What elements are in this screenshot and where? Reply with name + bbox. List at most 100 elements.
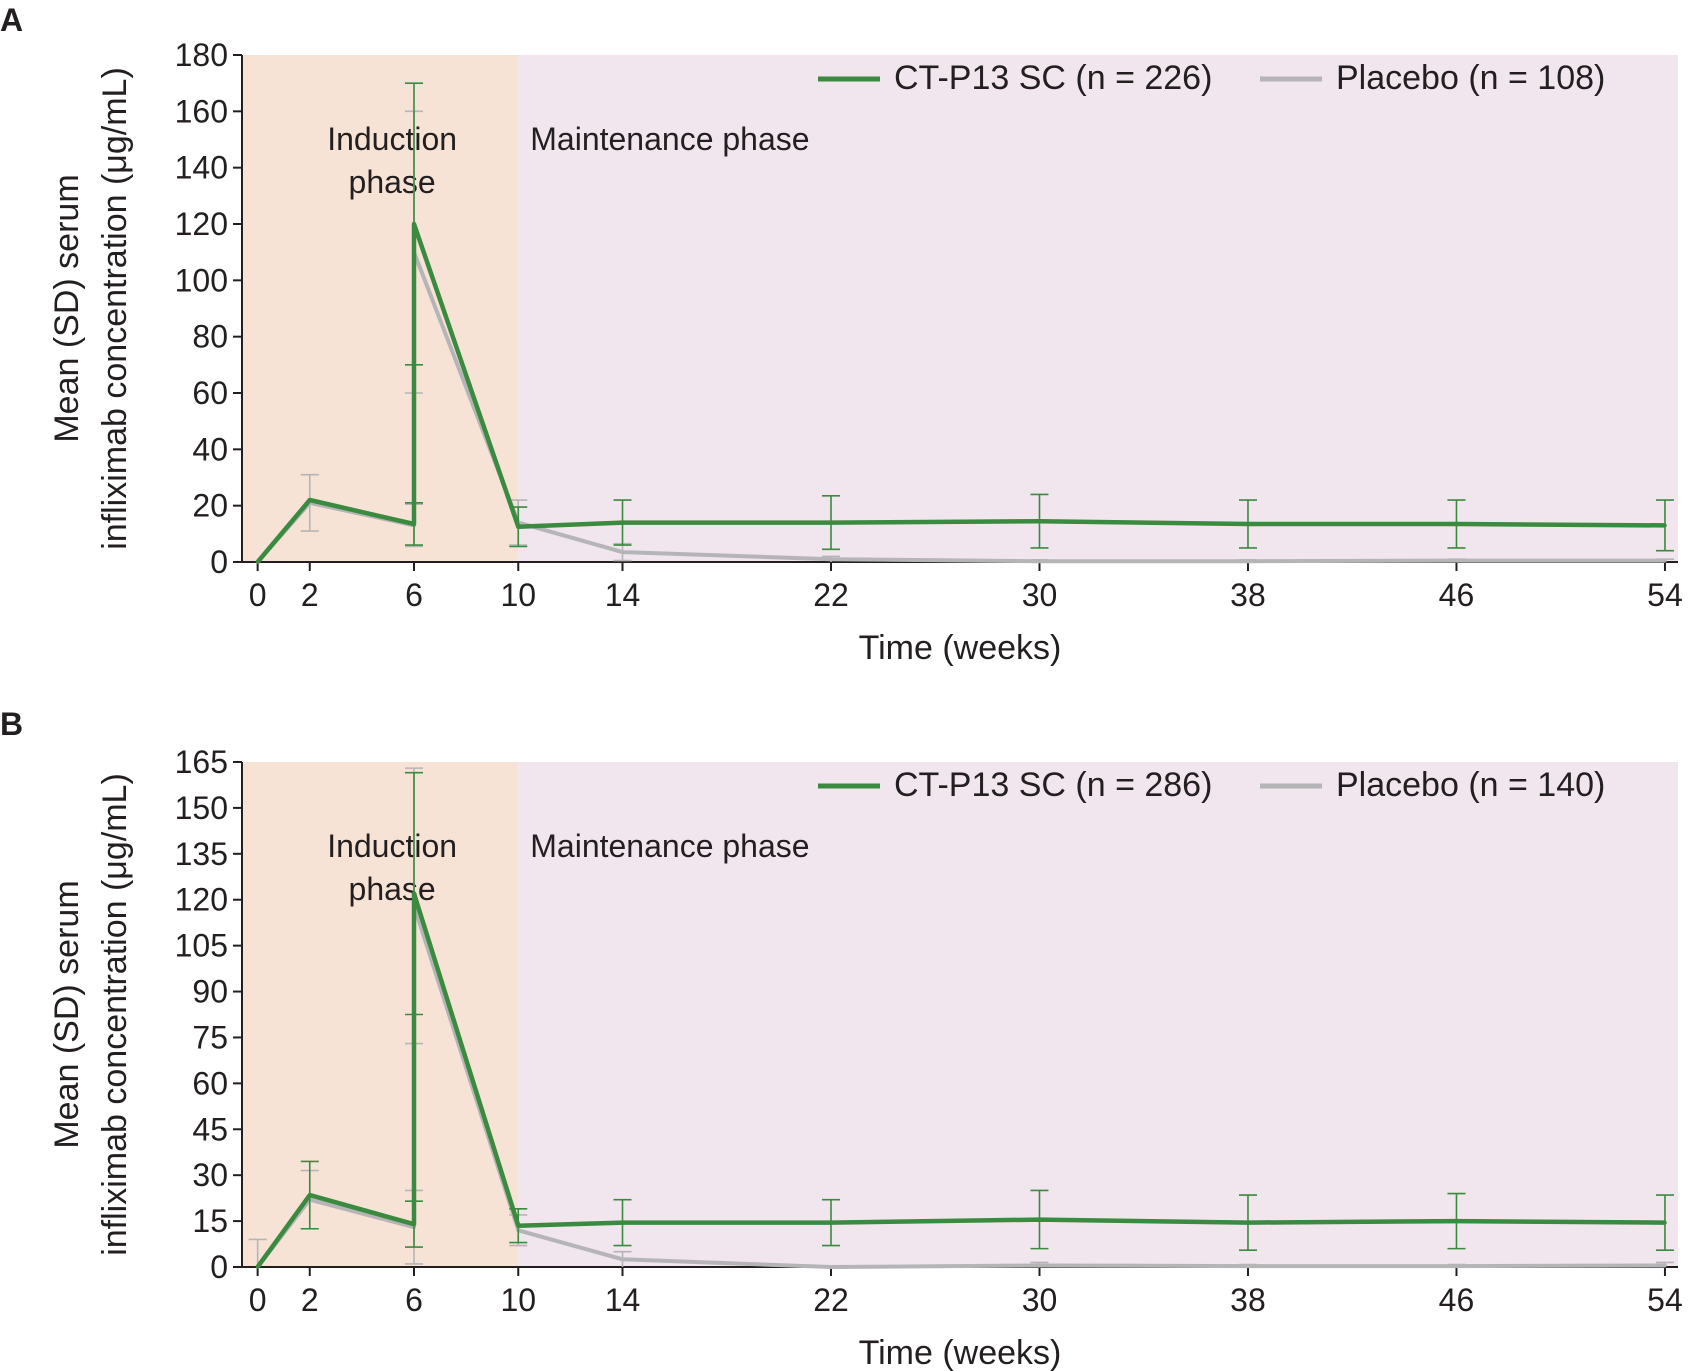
data-point-ctp13 [1454,522,1459,526]
data-point-placebo [1246,559,1250,563]
data-point-ctp13 [255,560,260,564]
x-tick-label: 0 [249,577,267,613]
y-tick-label: 60 [192,1065,228,1101]
phase-background-maintenance [518,55,1678,562]
x-tick-label: 30 [1022,1282,1058,1318]
data-point-placebo [1246,1264,1250,1268]
phase-label-induction: Induction [327,828,457,864]
y-axis-title: Mean (SD) serum [48,880,86,1148]
data-point-ctp13 [307,498,312,502]
data-point-placebo [1037,559,1042,563]
data-point-ctp13 [829,1220,833,1225]
data-point-ctp13 [620,520,625,525]
y-tick-label: 120 [175,882,228,918]
x-tick-label: 14 [605,577,641,613]
data-point-ctp13 [1246,1220,1250,1225]
y-tick-label: 150 [175,790,228,826]
y-tick-label: 135 [175,836,228,872]
phase-background-induction [242,55,519,562]
y-tick-label: 180 [175,37,228,73]
x-axis-title: Time (weeks) [859,1334,1062,1371]
data-point-ctp13 [412,222,416,226]
x-tick-label: 46 [1439,1282,1475,1318]
x-tick-label: 54 [1647,1282,1683,1318]
legend-label-placebo: Placebo (n = 140) [1336,766,1605,804]
x-tick-label: 22 [813,577,849,613]
legend-label-placebo: Placebo (n = 108) [1336,59,1605,97]
phase-label-maintenance: Maintenance phase [530,121,809,157]
error-bar-placebo [248,1238,267,1267]
data-point-ctp13 [1037,519,1042,523]
y-tick-label: 105 [175,928,228,964]
data-point-placebo [1037,1263,1042,1268]
phase-background-maintenance [518,762,1678,1267]
x-tick-label: 38 [1230,1282,1266,1318]
x-tick-label: 6 [405,1282,423,1318]
x-tick-label: 0 [249,1282,267,1318]
data-point-ctp13 [620,1220,625,1225]
phase-label-maintenance: Maintenance phase [530,828,809,864]
x-tick-label: 2 [301,1282,319,1318]
x-tick-label: 10 [500,577,536,613]
data-point-placebo [829,1265,833,1269]
y-tick-label: 140 [175,150,228,186]
data-point-ctp13 [412,522,416,526]
x-tick-label: 6 [405,577,423,613]
y-tick-label: 120 [175,206,228,242]
data-point-ctp13 [1663,1220,1667,1225]
y-tick-label: 165 [175,744,228,780]
phase-label-induction: phase [349,164,436,200]
data-point-ctp13 [1037,1217,1042,1222]
y-tick-label: 20 [192,488,228,524]
y-tick-label: 75 [192,1019,228,1055]
legend-label-ctp13: CT-P13 SC (n = 286) [894,766,1212,804]
x-tick-label: 30 [1022,577,1058,613]
x-axis-title: Time (weeks) [859,629,1062,667]
y-tick-label: 80 [192,319,228,355]
x-tick-label: 2 [301,577,319,613]
x-tick-label: 38 [1230,577,1266,613]
x-tick-label: 22 [813,1282,849,1318]
legend-label-ctp13: CT-P13 SC (n = 226) [894,59,1212,97]
data-point-ctp13 [1454,1219,1459,1223]
y-tick-label: 100 [175,262,228,298]
phase-label-induction: phase [349,871,436,907]
data-point-placebo [1663,1263,1667,1268]
data-point-ctp13 [829,520,833,525]
phase-label-induction: Induction [327,121,457,157]
panel-label-b: B [0,706,24,742]
data-point-placebo [620,1257,625,1262]
y-tick-label: 0 [210,544,228,580]
y-tick-label: 15 [192,1203,228,1239]
data-point-placebo [829,557,833,561]
x-tick-label: 54 [1647,577,1683,613]
y-tick-label: 90 [192,974,228,1010]
y-axis-title: Mean (SD) serum [48,174,86,442]
data-point-placebo [1454,558,1459,563]
y-tick-label: 30 [192,1157,228,1193]
x-tick-label: 14 [605,1282,641,1318]
data-point-ctp13 [516,524,521,529]
panel-label-a: A [0,2,24,38]
y-axis-title: infliximab concentration (μg/mL) [96,773,134,1256]
y-tick-label: 45 [192,1111,228,1147]
phase-background-induction [242,762,519,1267]
data-point-ctp13 [516,1223,521,1228]
y-tick-label: 60 [192,375,228,411]
y-tick-label: 0 [210,1249,228,1285]
data-point-placebo [620,550,625,554]
data-point-placebo [1663,558,1667,563]
y-tick-label: 160 [175,93,228,129]
data-point-ctp13 [1663,523,1667,528]
data-point-ctp13 [1246,522,1250,526]
data-point-placebo [1454,1264,1459,1268]
data-point-ctp13 [412,891,416,896]
y-axis-title: infliximab concentration (μg/mL) [96,67,134,550]
data-point-ctp13 [307,1193,312,1197]
x-tick-label: 10 [500,1282,536,1318]
y-tick-label: 40 [192,431,228,467]
data-point-ctp13 [412,1222,416,1226]
